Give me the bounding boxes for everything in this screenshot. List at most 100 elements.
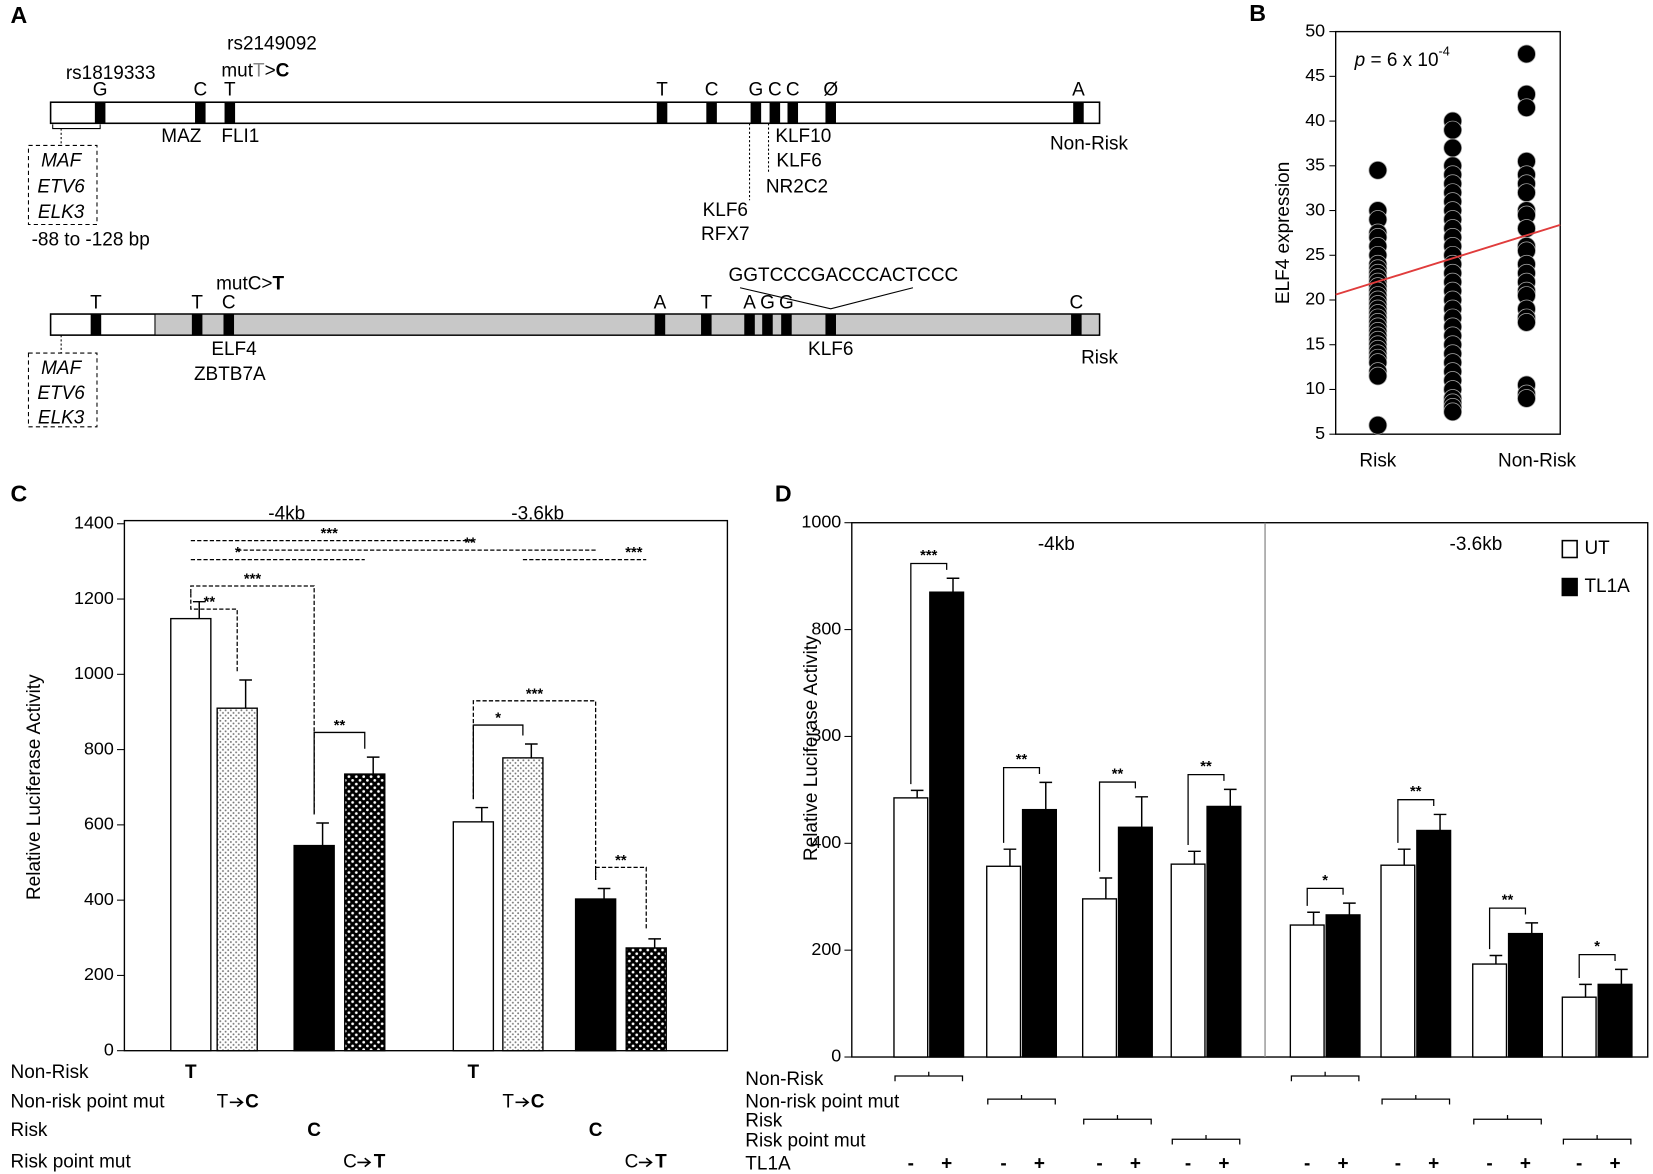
significance-label: **	[464, 536, 476, 552]
error-bar	[1307, 911, 1320, 926]
text: T	[253, 61, 265, 82]
error-bar	[597, 887, 611, 900]
bar	[1117, 826, 1153, 1058]
significance-label: ***	[526, 686, 543, 702]
point	[1368, 366, 1388, 386]
base-label: G	[779, 293, 794, 314]
arrow	[638, 1157, 653, 1168]
site-block	[1073, 102, 1084, 124]
error-bar	[475, 806, 489, 822]
bar	[1325, 914, 1361, 1058]
bar	[1416, 829, 1452, 1058]
base-label: T	[656, 80, 668, 101]
panel-letter: A	[11, 2, 28, 28]
point	[1443, 138, 1463, 158]
legend-swatch	[1561, 539, 1578, 559]
site-block	[769, 102, 781, 124]
treatment-sign: -	[908, 1154, 914, 1174]
bar	[293, 844, 335, 1052]
factor-label: ELK3	[38, 407, 85, 428]
base-label: A	[1072, 80, 1085, 101]
significance-label: **	[1410, 784, 1422, 800]
trend-line	[1335, 223, 1561, 296]
point	[1517, 44, 1536, 64]
y-tick-label: 5	[1315, 423, 1325, 443]
base-label: T	[191, 293, 203, 314]
construct-bracket	[1171, 1135, 1241, 1145]
error-bar	[1579, 983, 1592, 998]
treatment-sign: -	[1096, 1154, 1102, 1174]
treatment-sign: +	[1610, 1154, 1621, 1174]
treatment-sign: +	[1218, 1154, 1229, 1174]
y-tick-label: 800	[811, 618, 841, 638]
text: >	[265, 61, 276, 82]
error-bar	[1039, 781, 1053, 810]
allele-label: T	[374, 1151, 386, 1172]
y-tick-label: 200	[811, 939, 841, 959]
allele-label: C	[307, 1120, 321, 1141]
site-block	[223, 314, 235, 336]
construct-bracket	[987, 1094, 1056, 1105]
y-tick-label: 400	[811, 832, 841, 852]
bar	[1472, 963, 1508, 1058]
row-label: Risk point mut	[745, 1130, 866, 1151]
y-axis-label: ELF4 expression	[1273, 162, 1294, 304]
significance-label: *	[495, 711, 501, 727]
bar	[1507, 932, 1543, 1058]
snp-label: rs1819333	[66, 63, 156, 84]
significance-bracket	[910, 562, 948, 785]
error-bar	[1489, 954, 1503, 965]
row-label: Risk	[745, 1110, 782, 1131]
row-label: Risk	[11, 1120, 48, 1141]
bar	[1561, 996, 1597, 1058]
bar	[1380, 864, 1416, 1058]
site-block	[195, 102, 206, 124]
text: C	[276, 61, 290, 82]
panel-a: A rs1819333 rs2149092 mutT>C MAZ FLI1 KL…	[11, 2, 1129, 428]
significance-label: **	[615, 853, 627, 869]
y-tick-label: 400	[84, 889, 114, 909]
significance-bracket	[472, 724, 524, 800]
treatment-sign: +	[941, 1154, 952, 1174]
factor-label: MAF	[41, 358, 82, 379]
plot-frame	[851, 522, 1649, 1058]
y-tick-label: 1000	[801, 511, 841, 531]
allele-label: C	[343, 1151, 357, 1172]
legend-label: UT	[1584, 538, 1610, 559]
y-axis-label: Relative Luciferase Activity	[801, 635, 822, 861]
allele-label: T	[655, 1151, 667, 1172]
base-label: G	[93, 80, 108, 101]
bar	[344, 773, 386, 1052]
legend-swatch	[1561, 577, 1578, 597]
construct-bracket	[1381, 1094, 1451, 1105]
y-tick-label: 1200	[74, 588, 114, 608]
significance-label: **	[1112, 767, 1124, 783]
factor-label: RFX7	[701, 224, 750, 245]
point	[1517, 183, 1536, 202]
legend-label: TL1A	[1584, 576, 1630, 597]
significance-label: ***	[321, 526, 338, 542]
bar	[1206, 805, 1242, 1058]
base-label: T	[90, 293, 102, 314]
text: >	[261, 274, 272, 295]
factor-label: MAZ	[161, 126, 201, 147]
bar	[1081, 898, 1118, 1058]
error-bar	[1343, 902, 1356, 915]
construct-bracket	[1562, 1135, 1632, 1145]
error-bar	[1099, 877, 1113, 899]
site-block	[781, 314, 792, 336]
factor-label: KLF6	[776, 150, 821, 171]
point	[1517, 389, 1536, 408]
factor-label: KLF10	[775, 126, 831, 147]
error-bar	[1135, 796, 1149, 828]
row-label: Non-Risk	[11, 1062, 90, 1083]
risk-region	[154, 314, 1099, 335]
motif-label: GGTCCCGACCCACTCCC	[728, 265, 958, 286]
y-tick-label: 25	[1305, 244, 1325, 264]
y-tick-label: 10	[1305, 378, 1325, 398]
bar	[1021, 808, 1058, 1058]
bar	[452, 821, 495, 1052]
treatment-sign: -	[1486, 1154, 1492, 1174]
bar	[1289, 924, 1325, 1058]
bar	[502, 757, 544, 1052]
